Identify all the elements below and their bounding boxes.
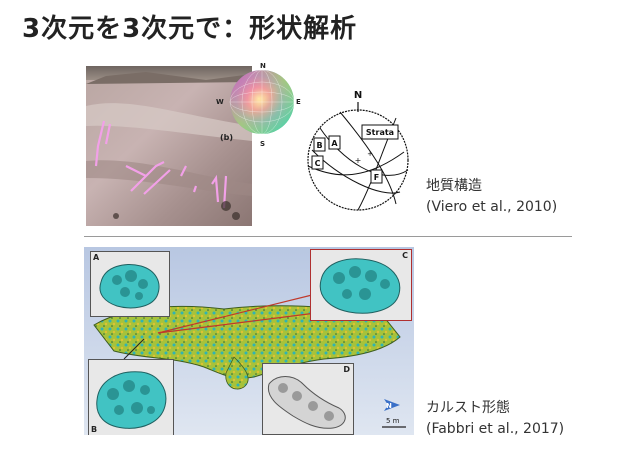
- compass-east: E: [296, 98, 301, 106]
- inset-d-label: D: [343, 365, 350, 374]
- stereonet-north: N: [354, 90, 362, 101]
- outcrop-photo: [86, 66, 252, 226]
- north-arrow: N: [384, 399, 400, 411]
- stereonet-label-f: F: [374, 173, 379, 182]
- karst-cave-model: N 5 m A B C D: [84, 247, 414, 435]
- stereonet: N Strata A B C F + +: [300, 88, 422, 228]
- scale-bar-label: 5 m: [386, 417, 400, 425]
- stereonet-strata-label: Strata: [366, 128, 394, 137]
- karst-morphology-citation: (Fabbri et al., 2017): [426, 421, 565, 437]
- inset-c: C: [310, 249, 412, 321]
- karst-morphology-caption: カルスト形態 (Fabbri et al., 2017): [426, 398, 564, 440]
- geologic-structure-citation: (Viero et al., 2010): [426, 199, 558, 215]
- figure-label-b: (b): [220, 133, 233, 142]
- geologic-structure-title: 地質構造: [426, 178, 482, 194]
- orientation-color-sphere: N S E W (b): [214, 60, 306, 148]
- section-divider: [84, 236, 572, 237]
- compass-north: N: [260, 62, 266, 70]
- inset-c-label: C: [402, 251, 408, 260]
- north-arrow-label: N: [386, 402, 392, 410]
- inset-a: A: [90, 251, 170, 317]
- svg-text:+: +: [367, 150, 373, 158]
- inset-d: D: [262, 363, 354, 435]
- inset-a-label: A: [93, 253, 100, 262]
- inset-b: B: [88, 359, 174, 435]
- slide-title: 3次元を3次元で：形状解析: [22, 14, 358, 44]
- stereonet-label-a: A: [331, 139, 338, 148]
- inset-b-label: B: [91, 425, 98, 434]
- geologic-structure-caption: 地質構造 (Viero et al., 2010): [426, 176, 557, 218]
- stereonet-label-b: B: [316, 141, 322, 150]
- stereonet-label-c: C: [315, 159, 321, 168]
- svg-text:+: +: [355, 156, 362, 165]
- compass-west: W: [216, 98, 224, 106]
- karst-morphology-title: カルスト形態: [426, 400, 510, 416]
- compass-south: S: [260, 140, 265, 148]
